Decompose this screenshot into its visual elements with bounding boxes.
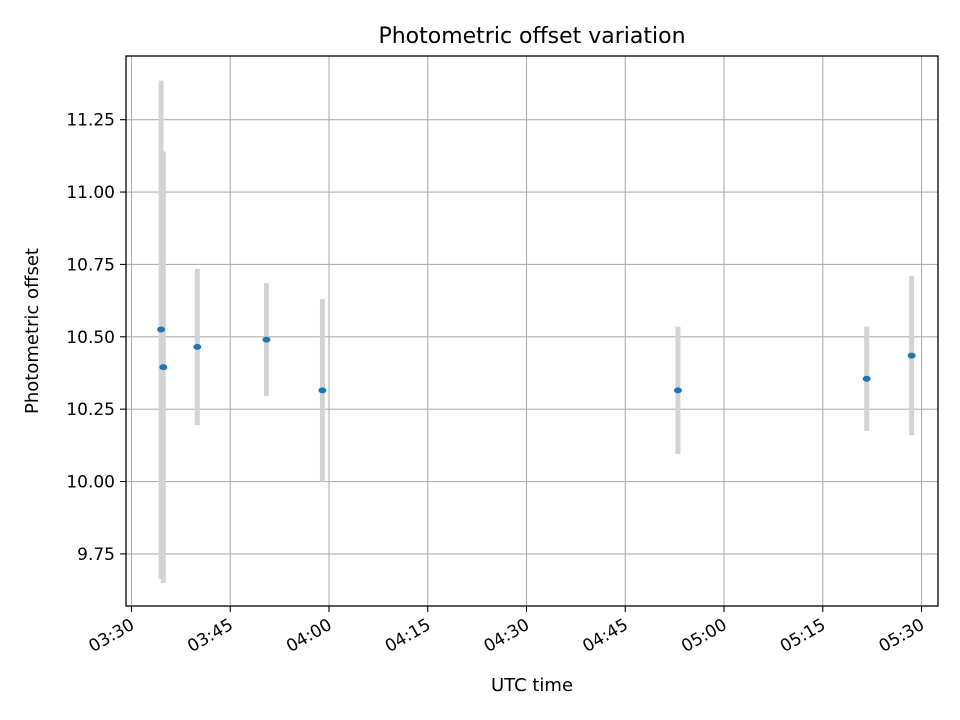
y-tick-label: 10.50	[66, 328, 115, 348]
data-point	[907, 352, 916, 359]
grid	[126, 56, 938, 606]
y-axis-label: Photometric offset	[22, 248, 43, 414]
y-tick-label: 10.25	[66, 400, 115, 420]
x-tick-label: 03:30	[86, 615, 138, 657]
data-point	[862, 375, 871, 382]
x-tick-label: 05:15	[777, 615, 829, 657]
x-tick-label: 04:15	[382, 615, 434, 657]
x-tick-label: 04:30	[481, 615, 533, 657]
error-bars	[158, 80, 915, 583]
data-point	[262, 336, 271, 343]
data-point	[318, 387, 327, 394]
data-points	[157, 326, 916, 394]
x-tick-label: 03:45	[184, 615, 236, 657]
x-tick-label: 05:30	[876, 615, 928, 657]
y-tick-label: 11.00	[66, 183, 115, 203]
y-tick-label: 10.75	[66, 255, 115, 275]
chart-title: Photometric offset variation	[378, 24, 685, 49]
y-tick-label: 10.00	[66, 473, 115, 493]
data-point	[673, 387, 682, 394]
x-tick-label: 05:00	[678, 615, 730, 657]
y-tick-label: 11.25	[66, 111, 115, 131]
x-tick-label: 04:45	[579, 615, 631, 657]
data-point	[159, 364, 168, 371]
y-tick-label: 9.75	[77, 545, 115, 565]
x-axis-label: UTC time	[491, 675, 573, 696]
data-point	[193, 343, 202, 350]
data-point	[157, 326, 166, 333]
x-tick-label: 04:00	[283, 615, 335, 657]
plot-frame	[125, 55, 939, 607]
